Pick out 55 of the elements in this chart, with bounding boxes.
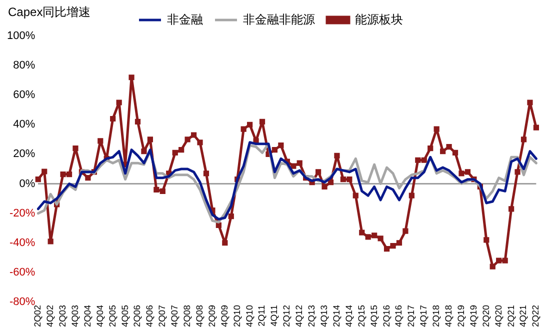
y-tick-label: 20% xyxy=(13,148,36,160)
y-tick-label: 80% xyxy=(13,60,36,72)
x-tick-label: 2Q18 xyxy=(431,304,442,328)
x-tick-label: 2Q09 xyxy=(206,304,217,328)
x-tick-label: 2Q08 xyxy=(182,304,192,328)
x-tick-label: 2Q04 xyxy=(82,304,92,328)
x-tick-label: 4Q03 xyxy=(70,304,80,328)
legend-label: 非金融非能源 xyxy=(243,12,315,26)
x-tick-label: 2Q03 xyxy=(58,304,68,328)
x-tick-label: 4Q08 xyxy=(194,304,204,328)
x-tick-label: 2Q22 xyxy=(530,304,541,328)
x-tick-label: 4Q04 xyxy=(94,304,105,328)
y-tick-label: -60% xyxy=(9,266,36,278)
x-tick-label: 2Q02 xyxy=(32,304,43,328)
x-tick-label: 2Q10 xyxy=(232,304,242,328)
x-tick-label: 4Q17 xyxy=(418,304,429,328)
x-tick-label: 4Q19 xyxy=(468,304,478,328)
legend-label: 能源板块 xyxy=(355,12,403,26)
legend-label: 非金融 xyxy=(167,12,203,26)
y-tick-label: -80% xyxy=(9,296,36,308)
x-tick-label: 2Q15 xyxy=(356,304,366,328)
y-tick-label: 100% xyxy=(6,30,36,42)
x-tick-label: 2Q05 xyxy=(107,304,118,328)
chart-title: Capex同比增速 xyxy=(8,4,91,21)
x-tick-label: 4Q11 xyxy=(269,304,280,326)
x-tick-label: 2Q16 xyxy=(381,304,392,328)
y-tick-label: 40% xyxy=(13,118,36,131)
x-tick-label: 4Q06 xyxy=(144,304,155,328)
y-tick-label: -40% xyxy=(9,236,36,249)
x-tick-label: 2Q20 xyxy=(480,304,491,328)
x-tick-label: 4Q09 xyxy=(219,304,230,328)
y-tick-label: 0% xyxy=(19,178,36,190)
x-tick-label: 4Q20 xyxy=(493,304,504,328)
x-tick-label: 4Q13 xyxy=(319,304,330,328)
x-tick-label: 2Q11 xyxy=(256,304,267,326)
x-tick-label: 2Q17 xyxy=(406,304,416,328)
x-tick-label: 4Q10 xyxy=(244,304,254,328)
x-tick-label: 4Q05 xyxy=(120,304,130,328)
x-tick-label: 2Q12 xyxy=(282,304,292,328)
x-tick-label: 2Q21 xyxy=(506,304,516,328)
x-tick-label: 4Q16 xyxy=(394,304,404,328)
x-tick-label: 2Q07 xyxy=(157,304,168,328)
x-tick-label: 4Q12 xyxy=(294,304,304,328)
x-tick-label: 4Q07 xyxy=(170,304,180,328)
x-tick-label: 4Q15 xyxy=(368,304,379,328)
x-tick-label: 4Q18 xyxy=(444,304,454,328)
y-tick-label: -20% xyxy=(9,207,36,220)
y-tick-label: 60% xyxy=(13,89,36,102)
x-tick-label: 2Q19 xyxy=(456,304,466,328)
x-tick-label: 2Q06 xyxy=(132,304,142,328)
x-tick-label: 4Q14 xyxy=(344,304,354,328)
x-tick-label: 4Q21 xyxy=(518,304,528,328)
x-tick-label: 4Q02 xyxy=(45,304,56,328)
x-tick-label: 2Q13 xyxy=(306,304,317,328)
x-tick-label: 2Q14 xyxy=(331,304,342,328)
